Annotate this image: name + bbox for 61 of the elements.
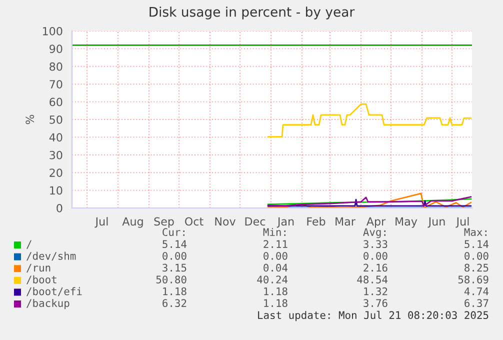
text: Avg:: [363, 228, 386, 238]
legend-label: /: [26, 240, 32, 249]
legend-label: /dev/shm: [26, 252, 76, 261]
x-tick-label: Jul: [94, 217, 108, 228]
text: 6.37: [464, 299, 488, 308]
y-tick-label: 20: [50, 168, 62, 177]
y-axis-title: %: [26, 114, 34, 124]
x-tick-label: Feb: [307, 217, 326, 226]
y-tick-label: 50: [50, 115, 62, 124]
x-tick-label: Jan: [276, 217, 294, 228]
text: 4.74: [464, 288, 489, 296]
y-tick-label: 30: [50, 150, 62, 160]
text: 0.00: [364, 252, 388, 260]
text: 1.32: [364, 287, 388, 296]
text: 5.14: [162, 240, 187, 248]
legend-label: /boot/efi: [26, 287, 82, 296]
x-tick-label: Aug: [122, 217, 143, 228]
x-tick-label: Jun: [428, 217, 445, 228]
legend-label: /boot: [26, 275, 56, 284]
chart-title: Disk usage in percent - by year: [150, 6, 355, 20]
text: 0.04: [264, 264, 288, 272]
x-tick-label: May: [396, 217, 418, 228]
text: 0.00: [464, 252, 488, 260]
text: 3.15: [162, 264, 186, 272]
text: Cur:: [162, 228, 184, 236]
text: 2.16: [364, 264, 388, 272]
y-tick-label: 80: [50, 62, 62, 71]
x-tick-label: Mar: [336, 217, 356, 226]
x-tick-label: Apr: [366, 217, 386, 228]
x-tick-label: Dec: [245, 217, 266, 226]
y-tick-label: 40: [49, 133, 62, 142]
text: 1.18: [264, 287, 288, 296]
text: Last update: Mon Jul 21 08:20:03 2025: [258, 310, 488, 322]
text: 6.32: [162, 299, 186, 308]
text: 48.54: [357, 276, 388, 284]
text: 58.69: [458, 276, 488, 284]
text: 0.00: [162, 252, 186, 260]
text: 40.24: [257, 276, 288, 284]
y-tick-label: 70: [50, 80, 62, 88]
legend-label: /backup: [26, 298, 70, 310]
y-tick-label: 0: [56, 204, 62, 212]
x-tick-label: Jul: [456, 217, 469, 228]
y-tick-label: 100: [42, 26, 62, 36]
text: Min:: [263, 228, 286, 236]
x-tick-label: Oct: [185, 217, 204, 226]
text: 3.76: [364, 299, 388, 308]
text: Max:: [464, 228, 486, 236]
text: 5.14: [464, 240, 489, 248]
y-tick-label: 90: [50, 44, 62, 54]
text: 1.18: [163, 287, 186, 296]
text: 8.25: [464, 264, 488, 272]
y-tick-label: 10: [50, 186, 62, 195]
y-tick-label: 60: [50, 98, 62, 106]
text: 3.33: [364, 240, 388, 248]
legend-label: /run: [26, 264, 50, 272]
text: 0.00: [264, 252, 288, 260]
text: 1.18: [264, 299, 288, 308]
text: 50.80: [156, 276, 186, 284]
x-tick-label: Nov: [215, 217, 236, 226]
x-tick-label: Sep: [154, 217, 174, 228]
text: 2.11: [264, 240, 288, 248]
